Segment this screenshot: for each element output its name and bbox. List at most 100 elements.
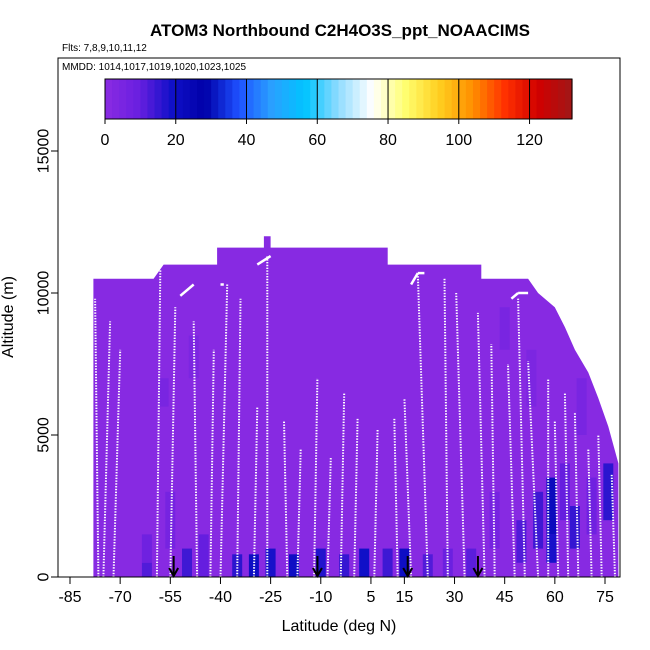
colorbar-swatch (458, 79, 467, 119)
colorbar-swatch (281, 79, 290, 119)
plot-area (93, 236, 619, 577)
landing-marker-arrowhead (472, 567, 484, 579)
x-tick-label: 30 (446, 589, 464, 606)
colorbar-tick-label: 80 (379, 132, 397, 149)
colorbar-swatch (317, 79, 325, 119)
colorbar-swatch (204, 79, 212, 119)
flight-profile (102, 321, 112, 578)
colorbar-swatch (423, 79, 432, 119)
flight-profile (527, 361, 540, 578)
flight-profile (587, 449, 593, 578)
flight-profile (610, 474, 616, 578)
colorbar-swatch (465, 79, 474, 119)
axes: -85 -70 -55 -40 -25 -10 5 15 30 45 60 75 0 5000 10000 1… (36, 129, 615, 606)
colorbar-swatch (133, 79, 141, 119)
x-tick-label: -85 (58, 589, 81, 606)
colorbar-swatch (494, 79, 502, 119)
colorbar-swatch (373, 79, 382, 119)
curtain-cell (603, 463, 614, 521)
flight-track-segment (410, 272, 419, 286)
colorbar-swatch (543, 79, 552, 119)
curtain-cell (165, 491, 176, 549)
flight-profile (283, 420, 289, 578)
colorbar-tick-label: 0 (101, 132, 110, 149)
curtain-cell (499, 307, 510, 350)
flight-track-segment (510, 292, 519, 300)
colorbar-swatch (550, 79, 559, 119)
landing-marker-arrowhead (312, 567, 323, 579)
colorbar-swatch (105, 79, 113, 119)
colorbar-swatch (331, 79, 340, 119)
colorbar-swatch (451, 79, 460, 119)
flight-profile (403, 398, 413, 578)
colorbar-swatch (296, 79, 304, 119)
colorbar-swatch (409, 79, 417, 119)
landing-marker-arrowhead (168, 567, 180, 579)
flight-track-segment (179, 283, 195, 297)
x-tick-label: -40 (209, 589, 232, 606)
flight-profile (573, 412, 580, 578)
colorbar-swatch (359, 79, 368, 119)
curtain-cells (141, 307, 614, 577)
colorbar-swatch (437, 79, 446, 119)
curtain-cell (265, 548, 276, 577)
colorbar-swatch (182, 79, 191, 119)
curtain-cell (182, 548, 192, 577)
colorbar-tick-label: 60 (308, 132, 326, 149)
x-axis-label: Latitude (deg N) (282, 618, 397, 635)
colorbar-swatch (218, 79, 226, 119)
curtain-cell (382, 548, 393, 577)
curtain-cell (188, 335, 199, 379)
flight-profile (219, 284, 229, 578)
colorbar-swatch (211, 79, 219, 119)
x-tick-label: 15 (395, 589, 413, 606)
curtain-cell (526, 349, 537, 407)
y-tick-label: 10000 (36, 271, 53, 316)
x-tick-label: -55 (159, 589, 182, 606)
curtain-cell (569, 506, 580, 549)
x-tick-label: -10 (309, 589, 332, 606)
flight-profile (443, 278, 449, 578)
curtain-cell (559, 463, 570, 521)
flight-profile (155, 270, 162, 578)
x-tick-label: -25 (259, 589, 282, 606)
flight-profile (553, 420, 560, 578)
curtain-envelope (93, 236, 619, 577)
flight-track-segment (256, 255, 272, 266)
colorbar: 0 20 40 60 80 100 120 (101, 78, 573, 149)
flight-profile (476, 312, 486, 578)
colorbar-swatch (508, 79, 516, 119)
flight-profile (507, 363, 516, 578)
colorbar-tick-label: 40 (238, 132, 256, 149)
colorbar-swatch (310, 79, 318, 119)
colorbar-swatch (487, 79, 495, 119)
x-tick-label: 60 (546, 589, 564, 606)
colorbar-swatch (189, 79, 198, 119)
colorbar-swatch (168, 79, 177, 119)
colorbar-swatch (529, 79, 538, 119)
colorbar-tick-label: 120 (516, 132, 543, 149)
colorbar-swatch (154, 79, 163, 119)
colorbar-swatch (416, 79, 425, 119)
colorbar-swatch (515, 79, 524, 119)
flight-profile (326, 457, 332, 578)
colorbar-tick-label: 20 (167, 132, 185, 149)
colorbar-swatch (444, 79, 453, 119)
colorbar-swatch (352, 79, 361, 119)
colorbar-swatch (246, 79, 255, 119)
y-axis-label: Altitude (m) (0, 276, 17, 358)
curtain-cell (466, 548, 477, 577)
colorbar-swatch (288, 79, 297, 119)
colorbar-swatch (366, 79, 375, 119)
x-tick-label: 45 (496, 589, 514, 606)
colorbar-swatch (140, 79, 149, 119)
colorbar-swatch (253, 79, 262, 119)
data-marks (94, 255, 616, 579)
colorbar-swatch (267, 79, 276, 119)
colorbar-swatch (274, 79, 283, 119)
x-tick-label: -70 (109, 589, 132, 606)
colorbar-swatch (303, 79, 311, 119)
colorbar-swatch (480, 79, 488, 119)
colorbar-swatch (175, 79, 184, 119)
